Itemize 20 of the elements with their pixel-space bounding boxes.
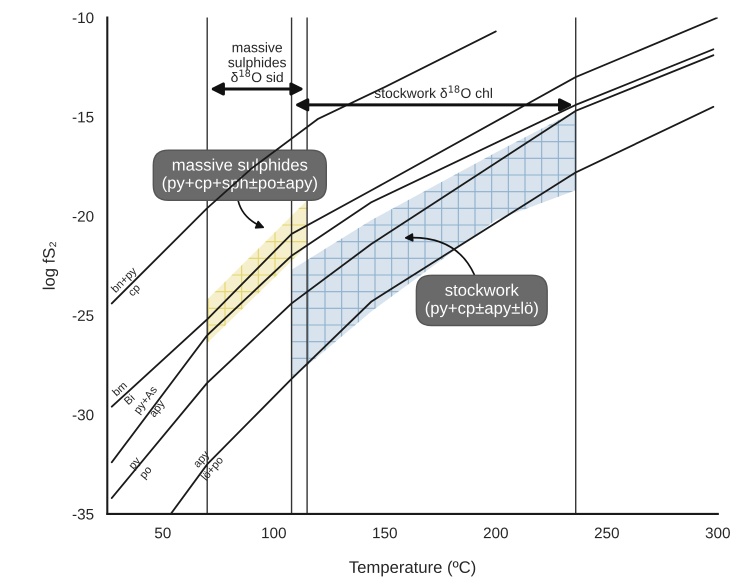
annotation: stockwork (py+cp±apy±lö) — [426, 284, 538, 318]
x-tick-label: 300 — [706, 528, 730, 538]
annotation: py po — [129, 457, 154, 480]
x-tick-label: 200 — [484, 528, 508, 538]
y-tick-label: -20 — [72, 210, 94, 222]
y-axis-title: log fS₂ — [42, 242, 58, 290]
y-tick-label: -10 — [72, 12, 94, 24]
x-tick-label: 50 — [154, 528, 171, 538]
annotation: massive sulphides δ$^{18}$O sid — [228, 42, 286, 82]
y-tick-label: -15 — [72, 112, 94, 122]
annotation: bm Bi — [112, 380, 135, 405]
x-tick-label: 150 — [373, 528, 397, 538]
x-tick-label: 250 — [594, 528, 619, 538]
y-tick-label: -25 — [72, 310, 94, 322]
annotation: stockwork δ$^{18}$O chl — [374, 85, 492, 98]
y-tick-label: -30 — [72, 410, 94, 420]
x-tick-label: 100 — [262, 528, 286, 538]
annotation: massive sulphides (py+cp+sph±po±apy) — [162, 158, 317, 192]
x-axis-title: Temperature (ºC) — [349, 560, 476, 576]
y-tick-label: -35 — [72, 508, 94, 520]
